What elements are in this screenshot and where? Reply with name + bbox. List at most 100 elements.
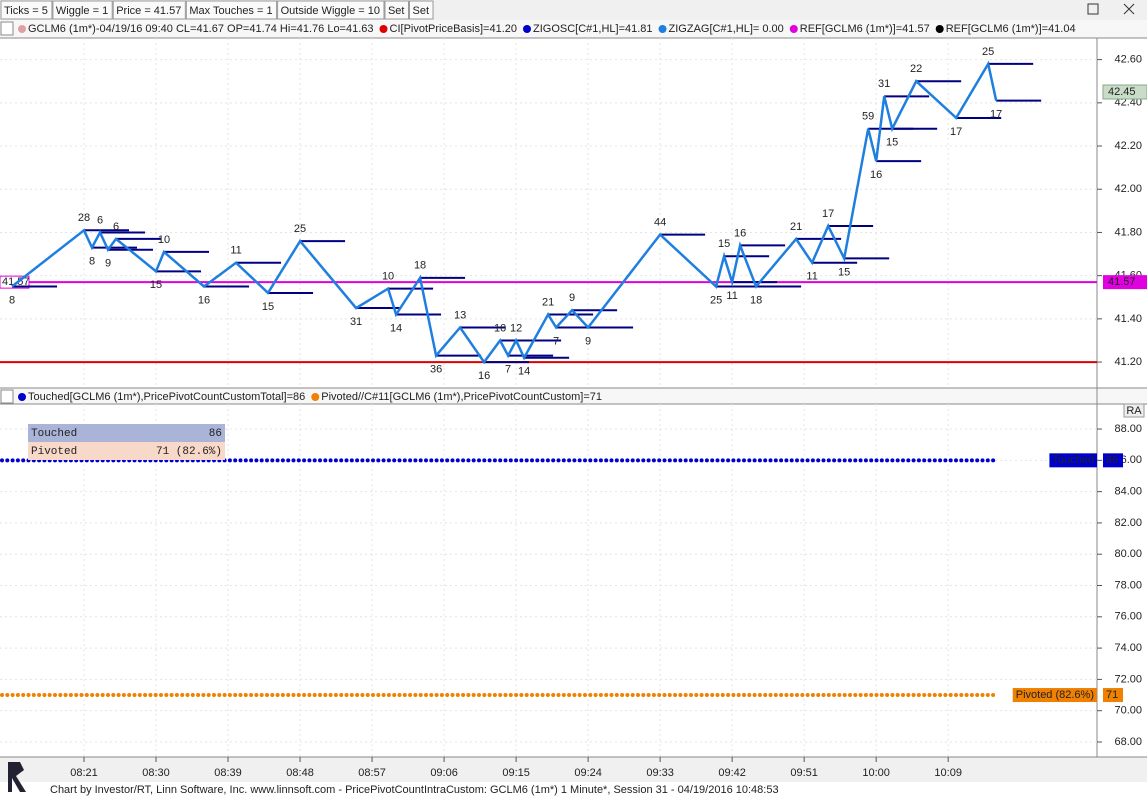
count-dot xyxy=(270,458,275,463)
count-dot xyxy=(964,458,969,463)
count-dot xyxy=(932,693,937,698)
table-name: Touched xyxy=(31,428,77,440)
toolbar-button[interactable] xyxy=(277,0,385,20)
y-tick-label: 84.00 xyxy=(1114,486,1142,498)
x-tick-label: 09:33 xyxy=(646,767,674,779)
pivot-count: 9 xyxy=(105,258,111,270)
count-dot xyxy=(524,458,529,463)
restore-icon[interactable] xyxy=(1087,3,1099,15)
count-dot xyxy=(307,458,312,463)
count-dot xyxy=(424,458,428,463)
count-dot xyxy=(106,693,110,698)
count-dot xyxy=(572,458,577,463)
toolbar-button[interactable] xyxy=(185,0,278,20)
count-dot xyxy=(816,458,821,463)
y-tick-label: 41.80 xyxy=(1114,226,1142,238)
count-dot xyxy=(985,693,990,698)
close-button[interactable] xyxy=(0,21,14,36)
count-dot xyxy=(238,458,243,463)
count-dot xyxy=(667,458,672,463)
count-dot xyxy=(508,458,513,463)
table-row xyxy=(28,442,225,460)
count-dot xyxy=(233,693,238,698)
count-dot xyxy=(651,693,656,698)
ra-button-label[interactable]: RA xyxy=(1126,405,1142,417)
count-dot xyxy=(392,458,397,463)
count-dot xyxy=(450,693,455,698)
count-dot xyxy=(757,693,762,698)
count-dot xyxy=(455,693,460,698)
count-dot xyxy=(339,458,344,463)
count-dot xyxy=(689,458,693,463)
toolbar-button[interactable] xyxy=(408,0,434,20)
count-dot xyxy=(588,693,593,698)
toolbar-button[interactable] xyxy=(112,0,186,20)
count-dot xyxy=(424,693,428,698)
count-dot xyxy=(858,693,863,698)
count-dot xyxy=(439,693,444,698)
count-dot xyxy=(418,458,423,463)
count-dot xyxy=(969,693,974,698)
count-dot xyxy=(323,693,328,698)
reference-axis-box xyxy=(1103,275,1147,290)
toolbar-button-label[interactable]: Set xyxy=(412,5,429,17)
count-dot xyxy=(333,693,338,698)
count-dot xyxy=(784,458,789,463)
count-dot xyxy=(312,458,317,463)
toolbar-button-label[interactable]: Wiggle = 1 xyxy=(56,5,108,17)
count-dot xyxy=(286,458,291,463)
legend-text: ZIGOSC[C#1,HL]=41.81 xyxy=(533,23,653,35)
toolbar-button-label[interactable]: Ticks = 5 xyxy=(4,5,48,17)
count-dot xyxy=(832,458,837,463)
count-dot xyxy=(826,693,831,698)
pivot-count: 16 xyxy=(734,227,746,239)
count-dot xyxy=(832,693,837,698)
count-dot xyxy=(604,693,609,698)
close-icon[interactable] xyxy=(1123,3,1135,15)
count-dot xyxy=(159,693,163,698)
count-dot xyxy=(874,458,879,463)
count-dot xyxy=(704,693,709,698)
count-dot xyxy=(15,693,20,698)
legend-text: Pivoted//C#11[GCLM6 (1m*),PricePivotCoun… xyxy=(321,391,602,403)
toolbar-button-label[interactable]: Outside Wiggle = 10 xyxy=(281,5,380,17)
count-dot xyxy=(726,458,731,463)
count-dot xyxy=(858,458,863,463)
count-dot xyxy=(5,693,10,698)
count-dot xyxy=(975,458,980,463)
legend-dot xyxy=(523,25,531,33)
count-dot xyxy=(577,693,582,698)
count-dot xyxy=(466,693,471,698)
count-dot xyxy=(678,458,683,463)
toolbar-button[interactable] xyxy=(384,0,409,20)
count-dot xyxy=(572,693,577,698)
count-dot xyxy=(620,693,625,698)
table-value: 71 (82.6%) xyxy=(156,446,222,458)
toolbar-button[interactable] xyxy=(52,0,113,20)
toolbar-button-label[interactable]: Set xyxy=(388,5,405,17)
toolbar-button-label[interactable]: Max Touches = 1 xyxy=(189,5,272,17)
count-dot xyxy=(90,693,95,698)
toolbar-button-label[interactable]: Price = 41.57 xyxy=(116,5,181,17)
ra-button[interactable] xyxy=(1123,403,1145,418)
count-dot xyxy=(657,458,662,463)
count-dot xyxy=(810,458,815,463)
count-dot xyxy=(397,693,402,698)
count-dot xyxy=(848,693,852,698)
y-tick-label: 42.00 xyxy=(1114,183,1142,195)
toolbar-button[interactable] xyxy=(0,0,53,20)
axis-series-name: Touched xyxy=(1052,454,1094,466)
count-dot xyxy=(280,458,285,463)
count-dot xyxy=(715,693,720,698)
y-tick-label: 70.00 xyxy=(1114,705,1142,717)
count-dot xyxy=(254,458,259,463)
count-dot xyxy=(132,693,137,698)
count-dot xyxy=(514,693,519,698)
pivot-count: 9 xyxy=(569,292,575,304)
close-button[interactable] xyxy=(0,389,14,404)
y-tick-label: 88.00 xyxy=(1114,423,1142,435)
count-dot xyxy=(355,693,360,698)
count-dot xyxy=(842,458,847,463)
count-dot xyxy=(768,458,773,463)
count-dot xyxy=(784,693,789,698)
